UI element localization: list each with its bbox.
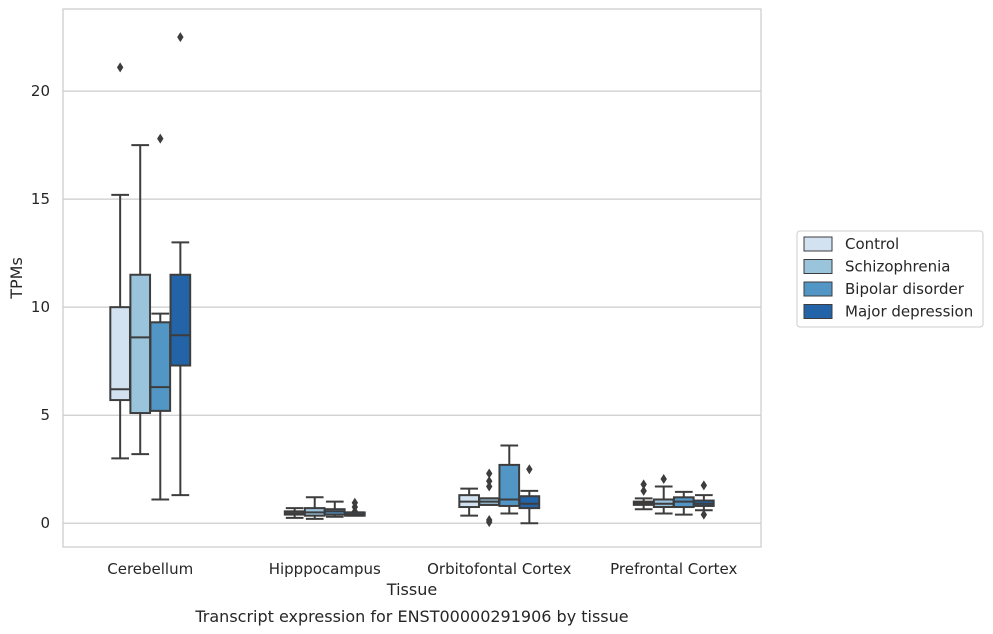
box-schizophrenia-cerebellum — [129, 144, 152, 456]
x-tick-label-hipppocampus: Hipppocampus — [269, 560, 381, 578]
plot-background — [63, 9, 761, 547]
outlier-point — [640, 485, 647, 496]
legend-item-major-depression: Major depression — [803, 303, 973, 321]
legend-swatch — [803, 304, 833, 319]
box-body — [129, 273, 152, 415]
box-body — [149, 321, 172, 412]
outlier-point — [486, 514, 493, 525]
y-tick-label-20: 20 — [31, 82, 50, 100]
legend-swatch — [803, 281, 833, 297]
plot-frame — [62, 8, 762, 548]
legend-label: Major depression — [845, 303, 973, 321]
legend-item-bipolar-disorder: Bipolar disorder — [803, 280, 965, 298]
y-tick-label-0: 0 — [40, 514, 50, 532]
outlier-point — [700, 509, 708, 520]
y-tick-label-15: 15 — [31, 190, 50, 208]
outlier-point — [660, 473, 667, 484]
legend-swatch — [803, 259, 833, 274]
x-tick-label-cerebellum: Cerebellum — [107, 560, 193, 578]
x-tick-label-orbitofontal-cortex: Orbitofontal Cortex — [427, 560, 571, 578]
legend-label: Schizophrenia — [845, 258, 950, 276]
box-body — [518, 495, 541, 510]
x-tick-label-prefrontal-cortex: Prefrontal Cortex — [610, 560, 737, 578]
outlier-point — [526, 464, 533, 475]
y-tick-label-10: 10 — [31, 298, 50, 316]
series-major-depression — [169, 32, 715, 525]
legend-label: Control — [845, 235, 899, 253]
box-major-depression-orbitofontal-cortex — [518, 464, 541, 525]
y-axis-title: TPMs — [7, 257, 26, 300]
box-body — [498, 463, 521, 507]
outlier-point — [700, 480, 708, 491]
box-control-prefrontal-cortex — [632, 479, 655, 511]
y-tick-labels: 0 5 10 15 20 — [31, 82, 50, 532]
x-tick-labels: Cerebellum Hipppocampus Orbitofontal Corte… — [107, 560, 737, 578]
outlier-point — [116, 62, 124, 73]
box-schizophrenia-orbitofontal-cortex — [478, 468, 501, 528]
box-schizophrenia-prefrontal-cortex — [652, 473, 675, 515]
box-major-depression-prefrontal-cortex — [693, 480, 715, 520]
box-body — [169, 273, 192, 367]
box-series — [109, 32, 715, 528]
legend-label: Bipolar disorder — [845, 280, 965, 298]
box-bipolar-disorder-orbitofontal-cortex — [498, 444, 521, 515]
box-major-depression-cerebellum — [169, 32, 192, 497]
outlier-point — [486, 481, 493, 492]
legend-swatch — [803, 236, 833, 252]
y-tick-label-5: 5 — [40, 406, 50, 424]
box-bipolar-disorder-cerebellum — [149, 133, 172, 501]
box-major-depression-hipppocampus — [344, 497, 366, 517]
box-body — [109, 306, 131, 402]
outlier-point — [157, 133, 164, 144]
legend-item-schizophrenia: Schizophrenia — [803, 258, 950, 276]
series-bipolar-disorder — [149, 133, 695, 518]
x-axis-title: Tissue — [386, 580, 437, 599]
legend-frame — [796, 230, 984, 328]
outlier-point — [177, 32, 184, 43]
outlier-point — [486, 468, 493, 479]
series-schizophrenia — [129, 144, 675, 528]
chart-caption: Transcript expression for ENST0000029190… — [194, 607, 628, 626]
legend-item-control: Control — [803, 235, 899, 253]
outlier-point — [351, 497, 359, 508]
outlier-point — [486, 476, 493, 487]
legend: Control Schizophrenia Bipolar disorder Majo… — [796, 230, 984, 328]
outlier-point — [640, 479, 647, 490]
